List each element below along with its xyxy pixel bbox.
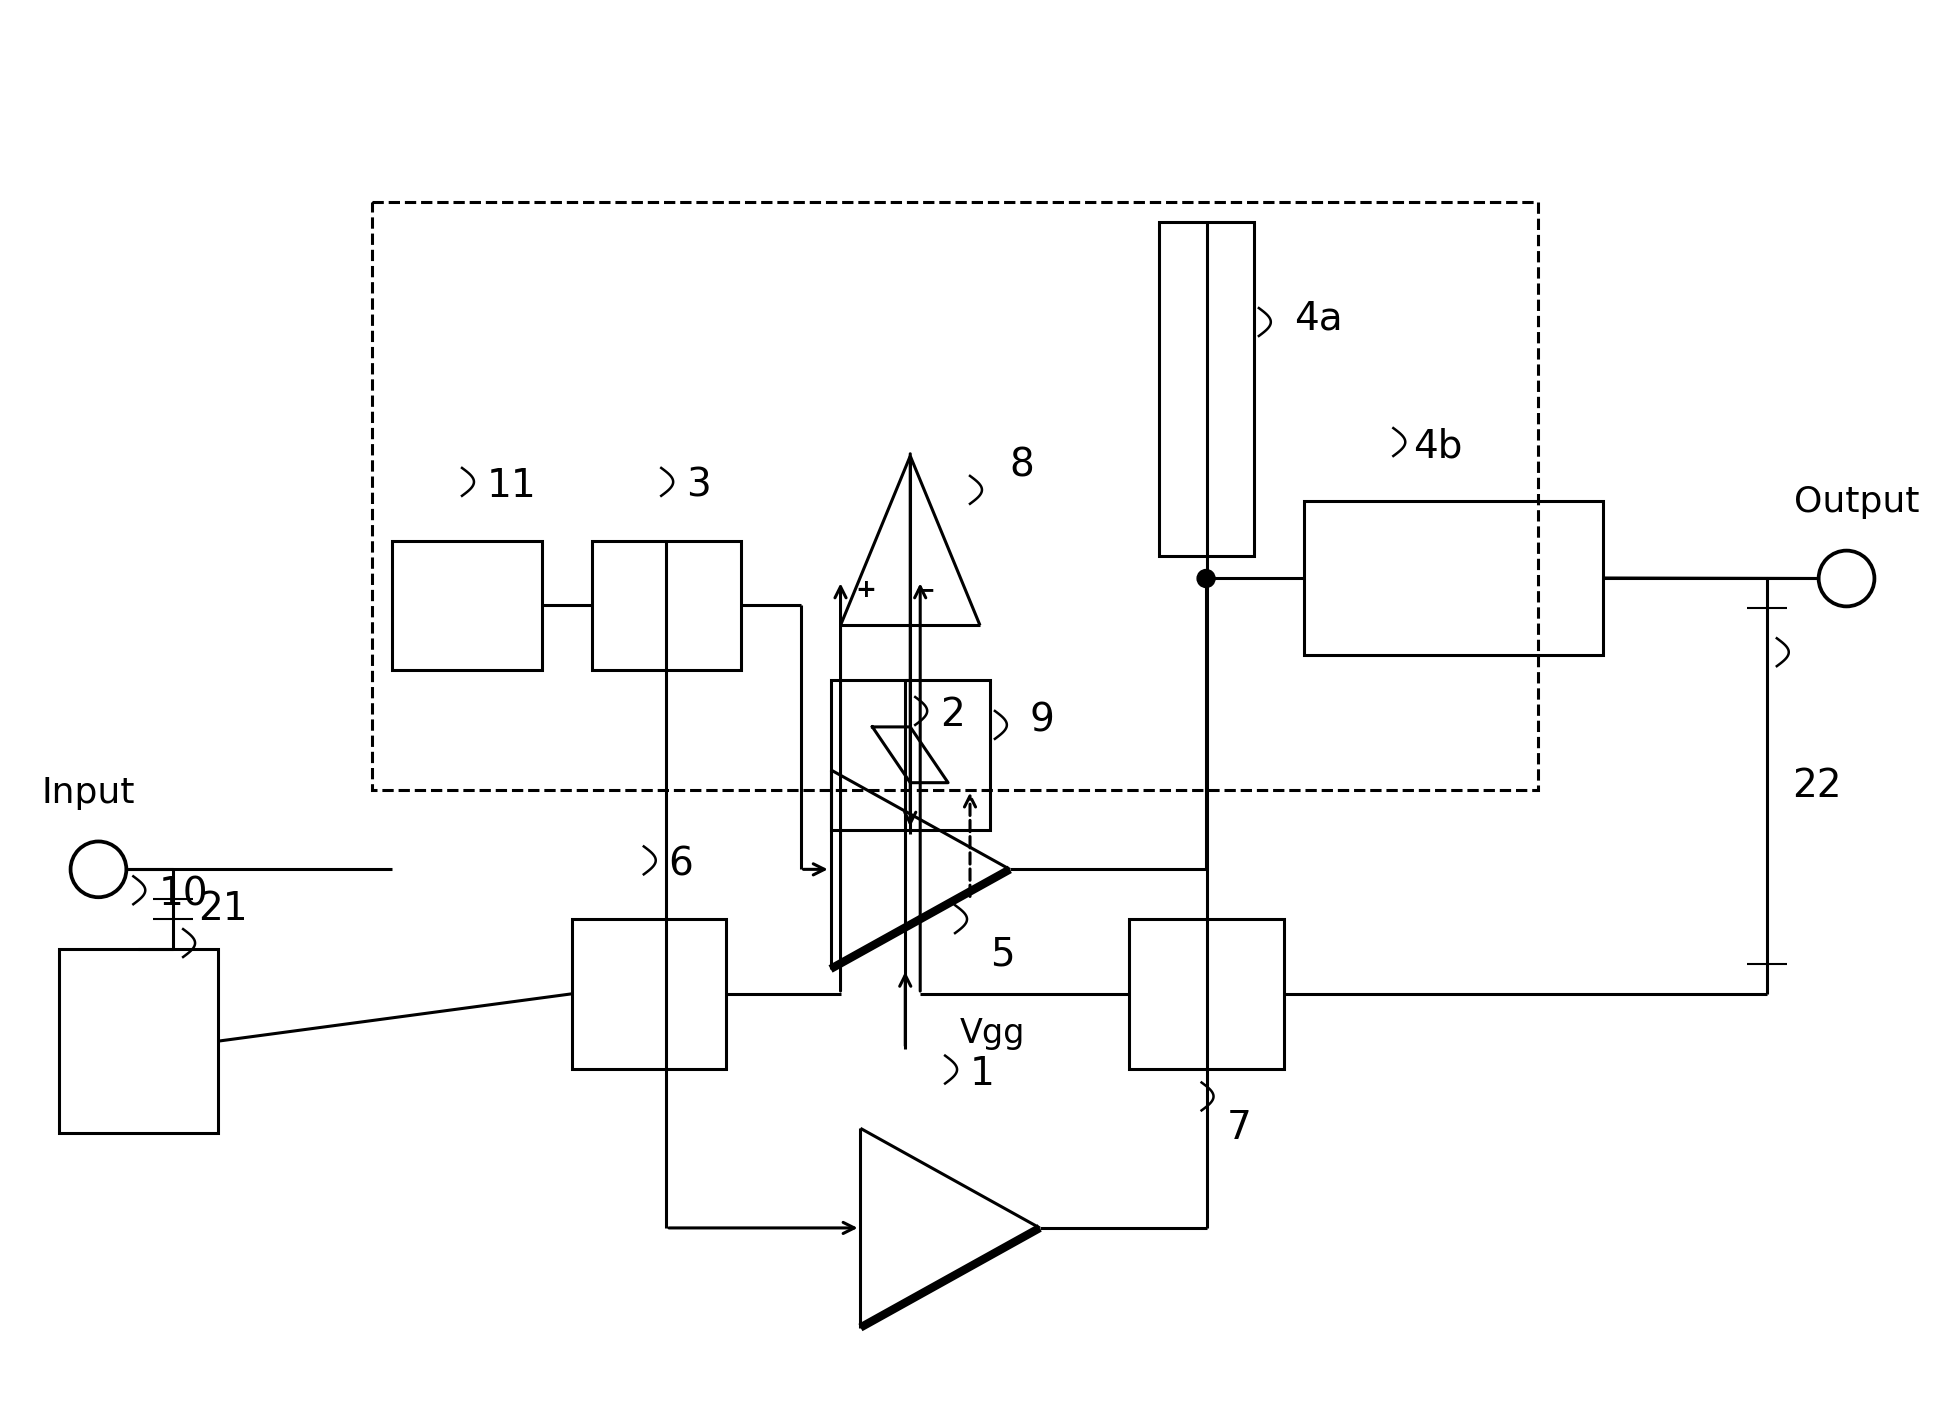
Text: 6: 6 — [669, 845, 694, 883]
Text: 5: 5 — [990, 936, 1015, 974]
Text: 7: 7 — [1227, 1109, 1251, 1147]
Bar — [591, 541, 741, 671]
Bar — [1303, 500, 1603, 655]
Text: 11: 11 — [486, 466, 537, 504]
Bar — [1159, 221, 1255, 555]
Text: Output: Output — [1793, 485, 1920, 519]
Bar — [572, 919, 725, 1068]
Circle shape — [1196, 569, 1216, 588]
Text: 8: 8 — [1009, 447, 1035, 485]
Text: 4b: 4b — [1414, 427, 1463, 465]
Text: 2: 2 — [939, 696, 965, 734]
Bar — [371, 201, 1538, 789]
Text: 22: 22 — [1791, 766, 1842, 805]
Text: 1: 1 — [971, 1054, 996, 1092]
Text: 3: 3 — [687, 466, 710, 504]
Text: −: − — [914, 579, 936, 603]
Text: Vgg: Vgg — [961, 1017, 1025, 1050]
Text: 4a: 4a — [1293, 299, 1342, 337]
Text: +: + — [856, 579, 875, 603]
Text: 9: 9 — [1029, 702, 1054, 740]
Text: Input: Input — [41, 775, 136, 810]
Bar — [1130, 919, 1284, 1068]
Bar — [393, 541, 543, 671]
Bar — [831, 681, 990, 830]
Text: 21: 21 — [198, 890, 247, 929]
Bar — [58, 950, 218, 1133]
Text: 10: 10 — [158, 875, 208, 913]
